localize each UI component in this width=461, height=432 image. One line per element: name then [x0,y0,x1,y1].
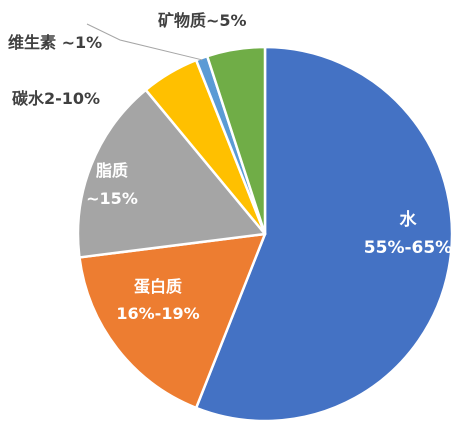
slice-label-5: 矿物质~5% [158,11,247,30]
slice-labels: 水 55%-65% 蛋白质 16%-19% 脂质 ~15% 碳水2-10% 维生素 ~1% 矿物… [8,11,452,323]
slice-label-line: 脂质 [96,161,128,180]
slice-label-1: 蛋白质 16%-19% [116,277,199,323]
pie-slices [76,45,454,423]
pie-slice-5 [205,45,267,236]
slice-label-line: 16%-19% [116,304,199,323]
slice-label-line: 维生素 ~1% [8,33,102,52]
slice-label-line: ~15% [86,189,138,208]
slice-label-line: 碳水2-10% [12,89,100,108]
leader-lines [86,23,203,61]
slice-label-2: 脂质 ~15% [86,161,138,208]
slice-label-line: 矿物质~5% [158,11,247,30]
slice-label-4: 维生素 ~1% [8,33,102,52]
slice-label-0: 水 55%-65% [364,209,452,258]
slice-label-line: 55%-65% [364,238,452,258]
pie-slice-2 [76,88,267,259]
leader-line-vitamin [86,23,203,61]
slice-label-line: 蛋白质 [134,277,182,296]
slice-label-3: 碳水2-10% [12,89,100,108]
pie-slice-0 [194,45,454,423]
slice-label-line: 水 [400,209,418,230]
pie-slice-1 [78,232,267,410]
